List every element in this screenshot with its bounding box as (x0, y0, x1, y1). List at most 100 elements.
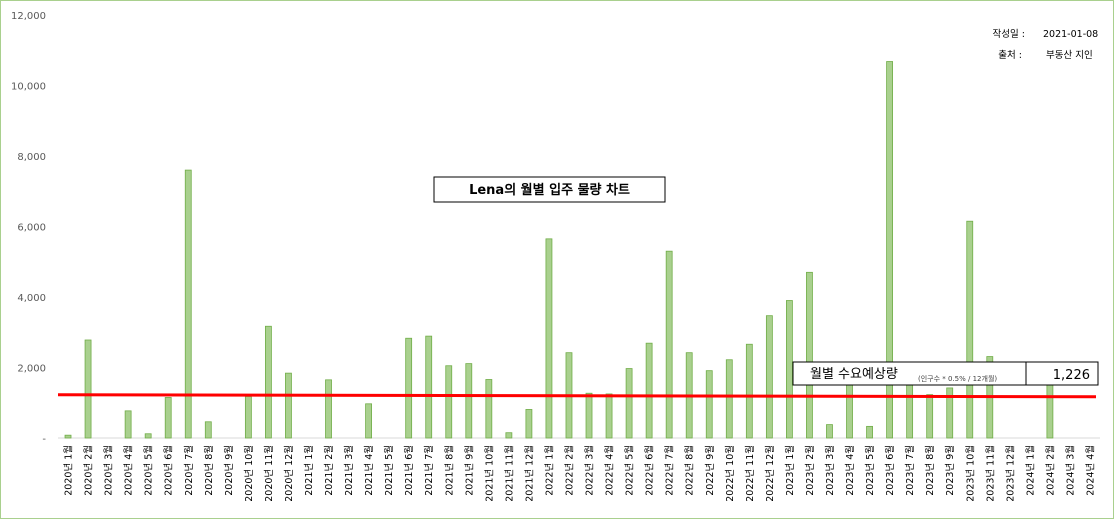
y-tick-label: 8,000 (17, 152, 46, 163)
x-tick-label: 2021년 6월 (403, 445, 415, 496)
bar (765, 315, 773, 439)
bar (665, 250, 673, 439)
x-tick-label: 2020년 12월 (283, 445, 295, 502)
bar (325, 379, 332, 439)
bar (725, 359, 733, 439)
x-tick-label: 2023년 2월 (804, 445, 816, 496)
bar (866, 425, 873, 439)
x-tick-label: 2022년 12월 (764, 445, 776, 502)
y-tick-label: 2,000 (17, 364, 46, 375)
x-tick-label: 2021년 3월 (343, 445, 355, 496)
bar (365, 403, 373, 439)
bar (585, 392, 593, 439)
x-tick-label: 2020년 8월 (203, 445, 215, 496)
x-tick-label: 2020년 5월 (143, 445, 155, 496)
x-tick-label: 2021년 8월 (443, 445, 455, 496)
source-label: 출처 : (998, 49, 1022, 61)
bar (84, 339, 92, 439)
bar (505, 432, 513, 439)
y-tick-label: 4,000 (17, 293, 46, 304)
bar (886, 61, 893, 439)
x-tick-label: 2024년 3월 (1064, 445, 1076, 496)
x-tick-label: 2020년 10월 (243, 445, 255, 502)
x-tick-label: 2021년 9월 (463, 445, 475, 496)
x-tick-label: 2020년 4월 (123, 445, 135, 496)
bar (425, 335, 433, 439)
date-value: 2021-01-08 (1043, 29, 1098, 40)
x-tick-label: 2022년 7월 (664, 445, 676, 496)
bar (164, 397, 172, 439)
x-tick-label: 2021년 11월 (503, 445, 515, 502)
source-value: 부동산 지인 (1046, 50, 1093, 61)
bar (745, 343, 753, 439)
x-tick-label: 2022년 5월 (624, 445, 636, 496)
x-tick-label: 2022년 10월 (724, 445, 736, 502)
title-box (433, 176, 666, 203)
x-tick-label: 2024년 1월 (1024, 445, 1036, 496)
x-tick-label: 2024년 2월 (1044, 445, 1056, 496)
y-tick-label: 6,000 (17, 223, 46, 234)
bar (264, 325, 272, 439)
x-tick-label: 2023년 1월 (784, 445, 796, 496)
bar (806, 271, 813, 439)
x-tick-label: 2023년 7월 (904, 445, 916, 496)
x-tick-label: 2021년 7월 (423, 445, 435, 496)
y-tick-label: - (42, 434, 46, 445)
x-tick-label: 2020년 2월 (83, 445, 95, 496)
x-tick-label: 2023년 5월 (864, 445, 876, 496)
bar (645, 342, 653, 439)
bar (64, 434, 72, 439)
x-tick-label: 2022년 6월 (644, 445, 656, 496)
y-tick-label: 10,000 (11, 82, 46, 93)
bar (966, 220, 974, 439)
bar (625, 368, 633, 439)
x-tick-label: 2023년 3월 (824, 445, 836, 496)
bar (545, 238, 553, 439)
x-tick-label: 2020년 3월 (103, 445, 115, 496)
bar (184, 169, 192, 439)
x-tick-label: 2021년 12월 (523, 445, 535, 502)
x-tick-label: 2024년 4월 (1084, 445, 1096, 496)
bar (405, 337, 413, 439)
x-tick-label: 2020년 6월 (163, 445, 175, 496)
bar (525, 409, 533, 439)
x-tick-label: 2022년 4월 (604, 445, 616, 496)
bar (144, 433, 152, 439)
x-tick-label: 2023년 9월 (944, 445, 956, 496)
x-tick-label: 2022년 9월 (704, 445, 716, 496)
bar (1046, 384, 1054, 439)
x-axis: 2020년 1월 2020년 2월 2020년 3월 2020년 4월 2020년 5월… (63, 445, 1097, 502)
demand-reference-line (57, 393, 1097, 399)
x-tick-label: 2022년 11월 (744, 445, 756, 502)
x-tick-label: 2020년 9월 (223, 445, 235, 496)
bar (605, 393, 613, 439)
bar (906, 377, 914, 439)
x-tick-label: 2022년 3월 (584, 445, 596, 496)
x-tick-label: 2022년 8월 (684, 445, 696, 496)
x-tick-label: 2020년 1월 (63, 445, 75, 496)
bar (485, 379, 493, 439)
demand-value-box (1025, 361, 1099, 386)
x-tick-label: 2023년 10월 (964, 445, 976, 502)
y-tick-label: 12,000 (11, 11, 46, 22)
x-tick-label: 2022년 2월 (563, 445, 575, 496)
x-tick-label: 2023년 6월 (884, 445, 896, 496)
demand-note: (인구수 * 0.5% / 12개월) (918, 374, 997, 383)
bar (445, 365, 453, 439)
x-tick-label: 2021년 5월 (383, 445, 395, 496)
bar (124, 410, 132, 439)
demand-label: 월별 수요예상량 (810, 367, 898, 382)
bar (826, 424, 833, 439)
x-tick-label: 2023년 8월 (924, 445, 936, 496)
x-tick-label: 2023년 4월 (844, 445, 856, 496)
x-tick-label: 2022년 1월 (543, 445, 555, 496)
y-axis: - 2,000 4,000 6,000 8,000 10,000 12,000 (11, 11, 46, 445)
x-tick-label: 2021년 10월 (483, 445, 495, 502)
bar (244, 395, 252, 439)
x-tick-label: 2023년 11월 (984, 445, 996, 502)
bar (926, 394, 934, 439)
x-tick-label: 2023년 12월 (1004, 445, 1016, 502)
demand-value: 1,226 (1053, 368, 1090, 383)
bar (204, 421, 212, 439)
